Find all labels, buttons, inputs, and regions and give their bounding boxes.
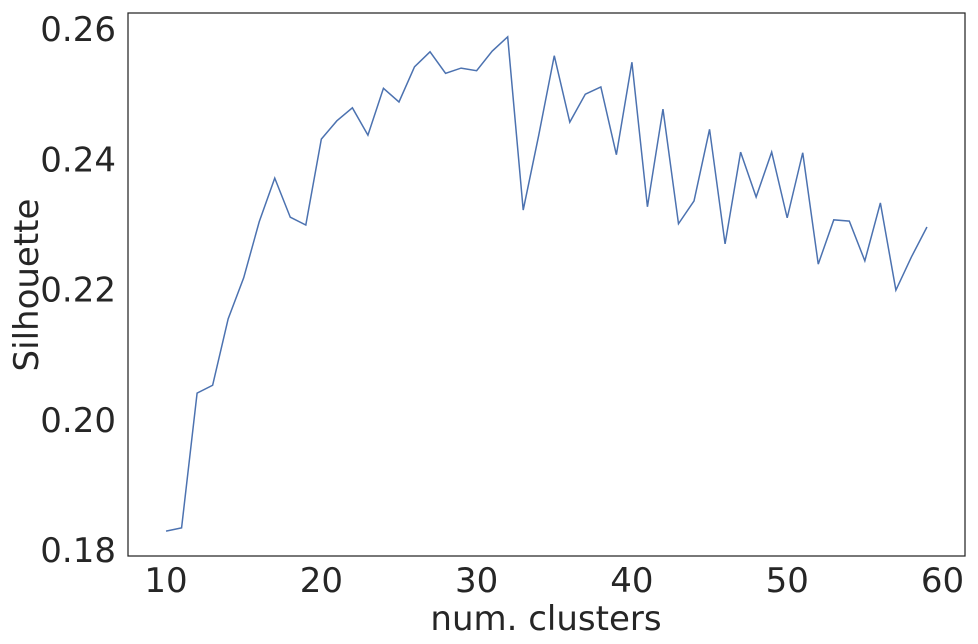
x-tick-label: 60 [921,561,964,601]
data-line [165,35,928,532]
y-tick-label: 0.24 [40,140,116,180]
y-axis-label: Silhouette [7,199,47,372]
x-tick-label: 30 [455,561,498,601]
x-axis-label: num. clusters [430,599,661,639]
y-tick-label: 0.26 [40,10,116,50]
x-tick-label: 40 [610,561,653,601]
plot-frame [127,12,966,557]
x-tick-label: 20 [300,561,343,601]
x-tick-label: 10 [144,561,187,601]
x-tick-label: 50 [766,561,809,601]
y-tick-label: 0.18 [40,531,116,571]
y-tick-label: 0.20 [40,401,116,441]
y-tick-label: 0.22 [40,271,116,311]
